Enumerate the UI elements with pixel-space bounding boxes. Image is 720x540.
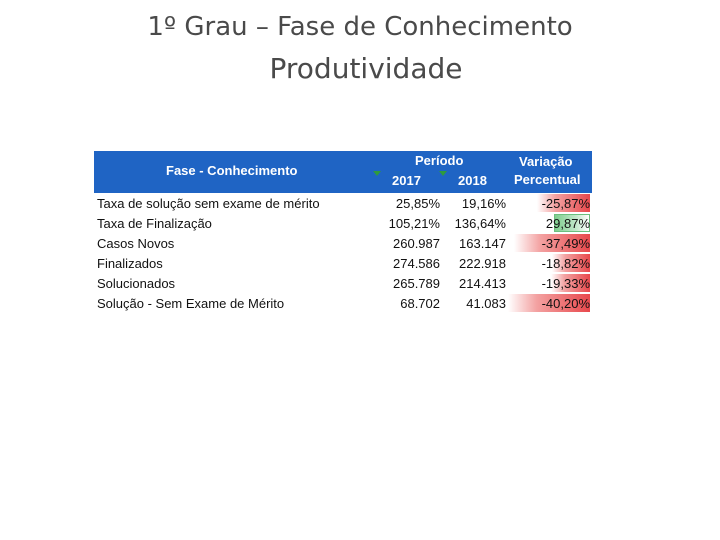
header-variacao: Variação — [519, 154, 573, 169]
value-2017: 260.987 — [393, 236, 440, 251]
row-label: Solução - Sem Exame de Mérito — [97, 296, 285, 311]
variation-value: -37,49% — [541, 236, 590, 251]
filter-triangle-icon — [439, 171, 447, 176]
slide-title: 1º Grau – Fase de Conhecimento — [147, 12, 573, 42]
value-2017: 265.789 — [393, 276, 440, 291]
table-header: Fase - Conhecimento Período 2017 2018 Va… — [94, 151, 592, 193]
header-periodo: Período — [415, 153, 464, 168]
value-2018: 222.918 — [459, 256, 506, 271]
row-label: Taxa de Finalização — [97, 216, 212, 231]
table-row: Finalizados 274.586 222.918 -18,82% — [94, 253, 592, 273]
value-2017: 105,21% — [388, 216, 440, 231]
row-label: Casos Novos — [97, 236, 175, 251]
table-row: Solucionados 265.789 214.413 -19,33% — [94, 273, 592, 293]
row-label: Taxa de solução sem exame de mérito — [97, 196, 320, 211]
header-fase: Fase - Conhecimento — [166, 163, 298, 178]
table-row: Casos Novos 260.987 163.147 -37,49% — [94, 233, 592, 253]
productivity-table: Fase - Conhecimento Período 2017 2018 Va… — [94, 151, 592, 313]
header-year-2017: 2017 — [392, 173, 421, 188]
variation-bar — [554, 214, 590, 232]
value-2018: 214.413 — [459, 276, 506, 291]
filter-triangle-icon — [373, 171, 381, 176]
header-percentual: Percentual — [514, 172, 581, 187]
table-row: Solução - Sem Exame de Mérito 68.702 41.… — [94, 293, 592, 313]
value-2018: 41.083 — [466, 296, 506, 311]
variation-bar — [514, 234, 590, 252]
slide-subtitle: Produtividade — [269, 52, 463, 85]
variation-value: -25,87% — [541, 196, 590, 211]
table-row: Taxa de solução sem exame de mérito 25,8… — [94, 193, 592, 213]
value-2018: 136,64% — [454, 216, 506, 231]
value-2017: 25,85% — [395, 196, 440, 211]
variation-value: -18,82% — [541, 256, 590, 271]
value-2017: 68.702 — [400, 296, 440, 311]
variation-bar — [537, 194, 590, 212]
table-row: Taxa de Finalização 105,21% 136,64% 29,8… — [94, 213, 592, 233]
row-label: Finalizados — [97, 256, 163, 271]
variation-value: -19,33% — [541, 276, 590, 291]
row-label: Solucionados — [97, 276, 176, 291]
variation-bar — [551, 274, 590, 292]
variation-bar — [552, 254, 590, 272]
header-year-2018: 2018 — [458, 173, 487, 188]
value-2017: 274.586 — [393, 256, 440, 271]
variation-value: -40,20% — [541, 296, 590, 311]
value-2018: 19,16% — [461, 196, 506, 211]
variation-value: 29,87% — [545, 216, 590, 231]
value-2018: 163.147 — [459, 236, 506, 251]
variation-bar — [508, 294, 590, 312]
